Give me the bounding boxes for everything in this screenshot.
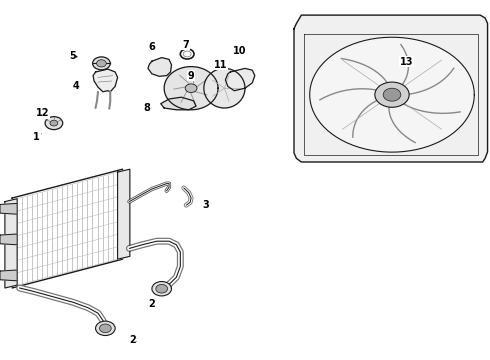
Polygon shape	[164, 67, 218, 110]
Polygon shape	[310, 37, 474, 152]
Text: 2: 2	[148, 299, 155, 309]
Polygon shape	[0, 234, 17, 245]
Polygon shape	[225, 68, 255, 91]
Circle shape	[383, 88, 401, 101]
Text: 3: 3	[202, 200, 209, 210]
Text: 5: 5	[69, 51, 76, 61]
Polygon shape	[5, 199, 17, 288]
Polygon shape	[0, 270, 17, 281]
Text: 7: 7	[183, 40, 190, 50]
Circle shape	[152, 282, 172, 296]
Text: 8: 8	[144, 103, 150, 113]
Circle shape	[99, 324, 111, 333]
Polygon shape	[12, 169, 122, 288]
Text: 2: 2	[129, 335, 136, 345]
Polygon shape	[148, 58, 171, 76]
Circle shape	[50, 120, 58, 126]
Circle shape	[97, 60, 106, 67]
Circle shape	[96, 321, 115, 336]
Text: 6: 6	[148, 42, 155, 52]
Polygon shape	[204, 68, 245, 108]
Text: 12: 12	[36, 108, 50, 118]
Text: 1: 1	[33, 132, 40, 142]
Polygon shape	[161, 97, 196, 110]
Circle shape	[375, 82, 409, 107]
Text: 13: 13	[400, 57, 414, 67]
Text: 11: 11	[214, 60, 227, 70]
Polygon shape	[0, 203, 17, 214]
Circle shape	[45, 117, 63, 130]
Text: 4: 4	[73, 81, 79, 91]
Text: 10: 10	[233, 46, 247, 56]
Polygon shape	[93, 69, 118, 92]
Circle shape	[93, 57, 110, 70]
Polygon shape	[294, 15, 488, 162]
Circle shape	[156, 284, 168, 293]
Polygon shape	[118, 169, 130, 259]
Circle shape	[185, 84, 197, 93]
Text: 9: 9	[188, 71, 195, 81]
